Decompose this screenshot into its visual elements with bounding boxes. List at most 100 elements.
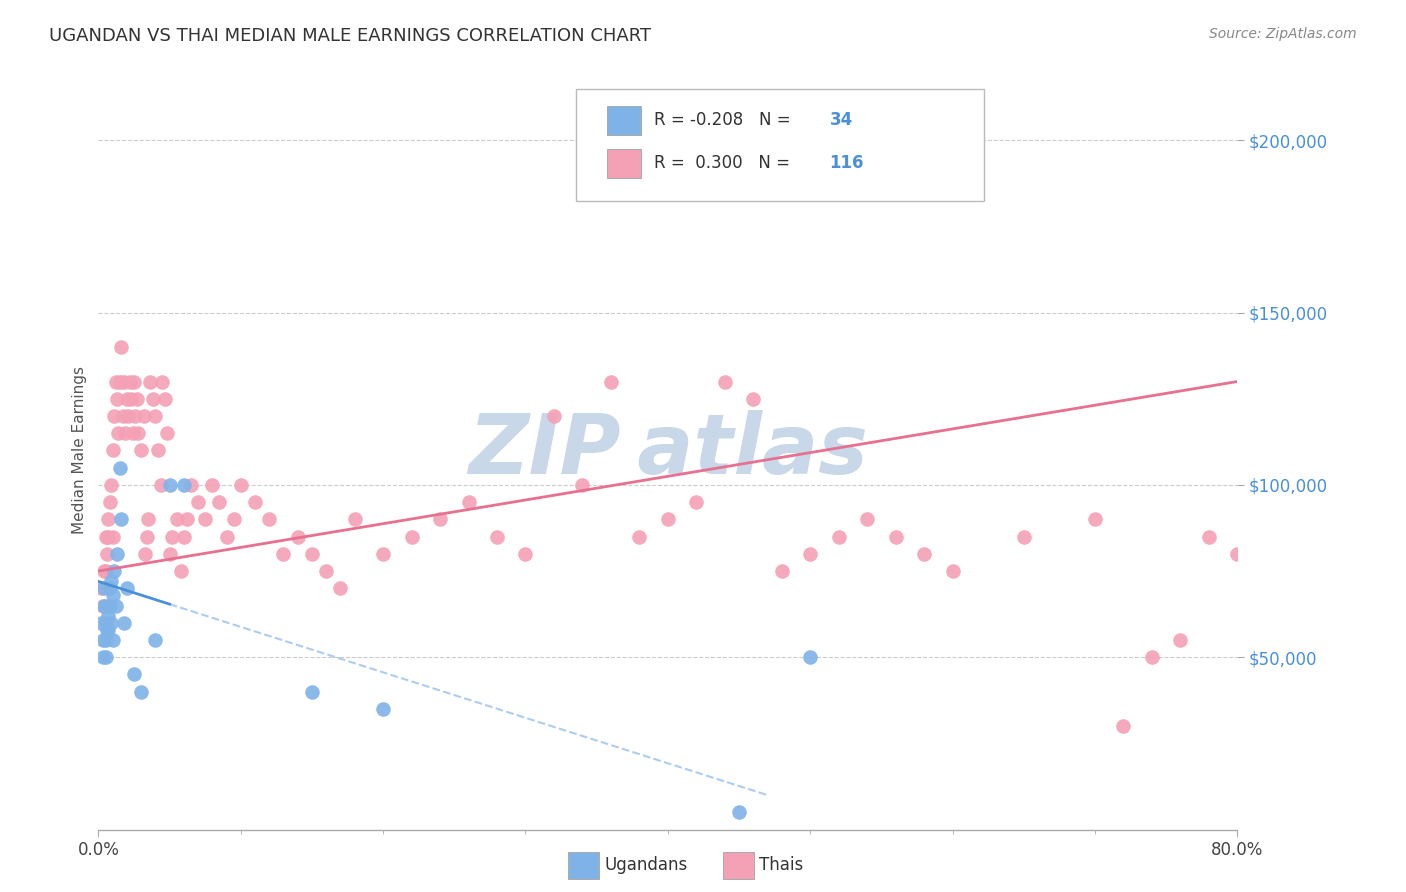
Point (105, 392, 128, 406)
Point (129, 684, 152, 698)
Y-axis label: Median Male Earnings: Median Male Earnings (72, 367, 87, 534)
Point (90, 582, 112, 596)
Point (884, 530, 907, 544)
Text: UGANDAN VS THAI MEDIAN MALE EARNINGS CORRELATION CHART: UGANDAN VS THAI MEDIAN MALE EARNINGS COR… (49, 27, 651, 45)
Point (103, 564, 125, 578)
Text: Thais: Thais (759, 856, 803, 874)
Point (101, 530, 124, 544)
Point (401, 530, 423, 544)
Point (90, 615, 112, 630)
Point (97, 623, 120, 637)
Point (134, 547, 156, 561)
Point (93, 564, 115, 578)
Point (1284, 564, 1306, 578)
Point (94, 633, 117, 648)
Point (121, 426, 143, 441)
Point (173, 478, 195, 492)
Point (98, 582, 121, 596)
Text: Source: ZipAtlas.com: Source: ZipAtlas.com (1209, 27, 1357, 41)
Point (259, 512, 281, 526)
Point (101, 588, 124, 602)
Point (120, 392, 142, 406)
Point (97, 608, 120, 623)
Point (373, 547, 395, 561)
Point (156, 426, 179, 441)
Point (373, 702, 395, 716)
Point (194, 512, 217, 526)
Point (170, 564, 193, 578)
Point (159, 547, 181, 561)
Point (1254, 615, 1277, 630)
Point (94, 650, 117, 665)
Point (912, 547, 935, 561)
Point (94, 615, 117, 630)
Point (110, 512, 132, 526)
Point (105, 547, 128, 561)
Point (122, 667, 145, 681)
Point (115, 582, 138, 596)
Point (111, 409, 134, 423)
Point (108, 460, 131, 475)
Point (180, 478, 202, 492)
Point (145, 633, 167, 648)
Point (91, 599, 114, 613)
Point (104, 375, 127, 389)
Point (742, 392, 765, 406)
Point (1398, 599, 1406, 613)
Point (112, 375, 135, 389)
Point (229, 478, 252, 492)
Point (287, 530, 309, 544)
Point (515, 547, 537, 561)
Point (98, 495, 121, 509)
Point (96, 623, 118, 637)
Point (1170, 633, 1192, 648)
Point (243, 495, 266, 509)
Text: R =  0.300   N =: R = 0.300 N = (654, 154, 794, 172)
Point (101, 633, 124, 648)
Point (1140, 650, 1163, 665)
Point (1382, 650, 1405, 665)
Point (770, 564, 793, 578)
Point (136, 512, 159, 526)
Point (187, 495, 209, 509)
Point (173, 530, 195, 544)
Point (1012, 530, 1035, 544)
Point (429, 512, 451, 526)
Point (101, 443, 124, 458)
Point (150, 478, 173, 492)
Text: 116: 116 (830, 154, 865, 172)
Point (145, 409, 167, 423)
Point (100, 615, 122, 630)
Point (728, 805, 751, 820)
Point (93, 582, 115, 596)
Point (107, 426, 129, 441)
Point (1226, 547, 1249, 561)
Point (1198, 530, 1220, 544)
Point (152, 375, 174, 389)
Point (1340, 667, 1362, 681)
Point (115, 392, 138, 406)
Point (97, 512, 120, 526)
Point (685, 495, 707, 509)
Point (148, 443, 170, 458)
Text: ZIP atlas: ZIP atlas (468, 410, 868, 491)
Point (93, 599, 115, 613)
Point (657, 512, 679, 526)
Point (96, 547, 118, 561)
Point (628, 530, 651, 544)
Point (103, 409, 125, 423)
Text: Ugandans: Ugandans (605, 856, 688, 874)
Point (132, 409, 155, 423)
Point (91, 650, 114, 665)
Point (799, 547, 821, 561)
Point (117, 409, 139, 423)
Point (114, 426, 136, 441)
Point (1368, 615, 1391, 630)
Point (315, 564, 337, 578)
Point (100, 478, 122, 492)
Text: 34: 34 (830, 112, 853, 129)
Point (457, 495, 479, 509)
Point (600, 375, 623, 389)
Point (301, 547, 323, 561)
Point (343, 512, 366, 526)
